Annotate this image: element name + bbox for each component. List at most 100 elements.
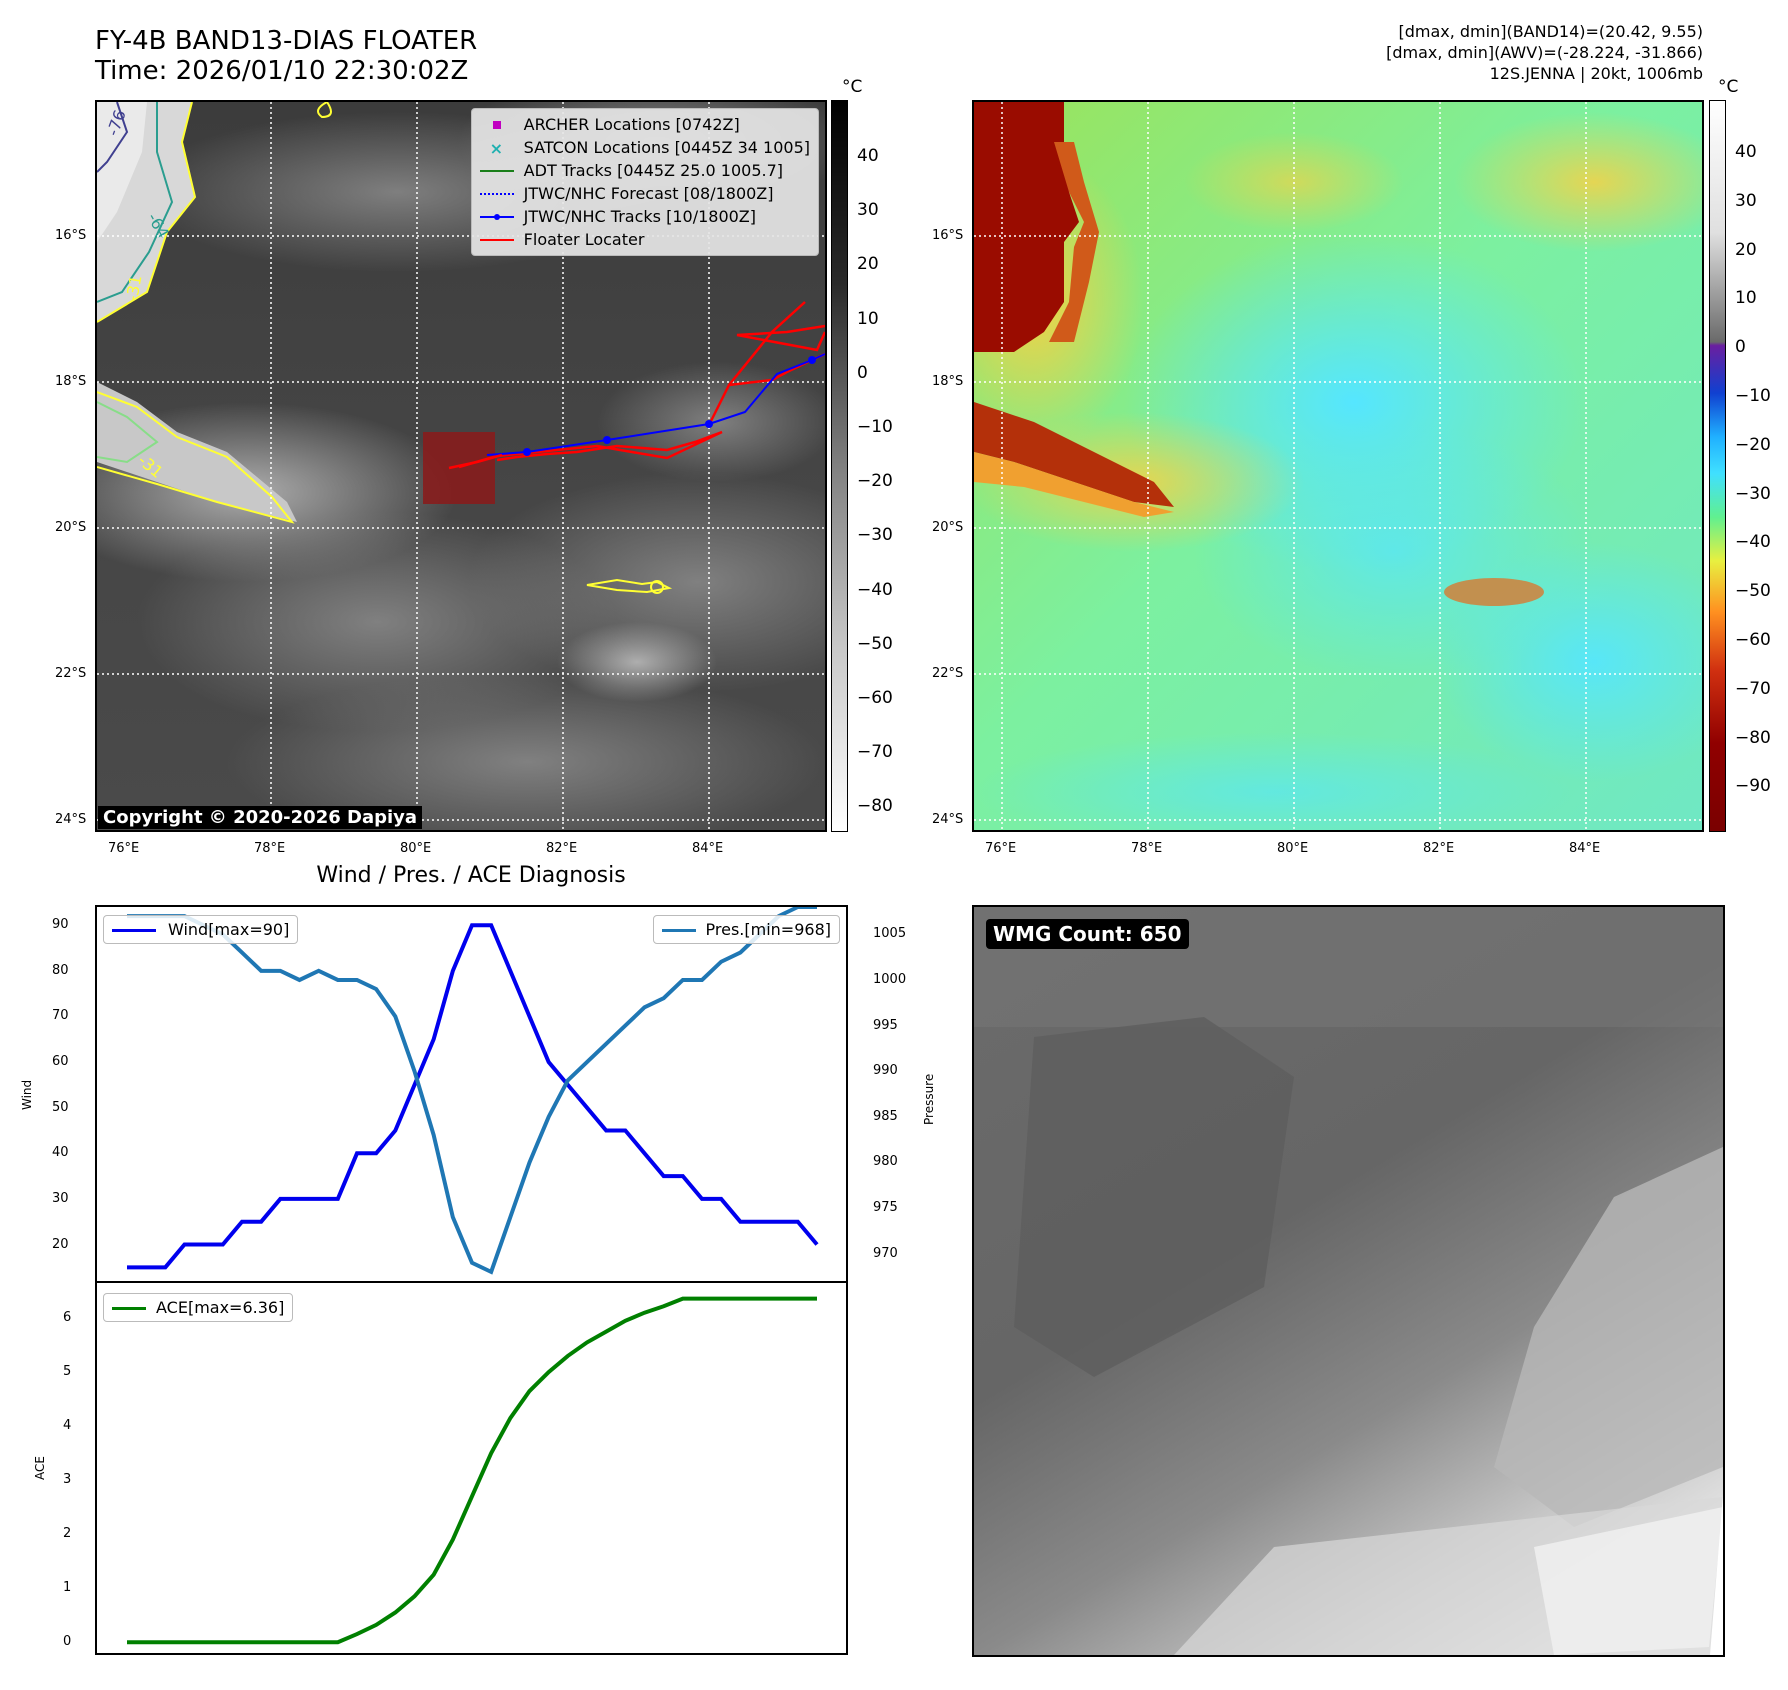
lat-tick: 18°S: [55, 374, 87, 389]
line-icon: [479, 238, 514, 241]
legend-satcon: × SATCON Locations [0445Z 34 1005]: [489, 138, 810, 158]
pressure-y-tick: 975: [873, 1200, 898, 1216]
colorbar-tick: −70: [857, 742, 893, 763]
dotted-line-icon: [479, 192, 514, 195]
ace-series-line: [127, 1296, 817, 1645]
ace-y-tick: 2: [63, 1526, 72, 1542]
colorbar-tick: 30: [857, 200, 879, 221]
ace-y-tick: 4: [63, 1418, 72, 1434]
floater-box: [423, 432, 495, 504]
lon-tick: 84°E: [1569, 841, 1601, 856]
lon-tick: 76°E: [985, 841, 1017, 856]
line-dot-icon: [493, 213, 500, 220]
wind-pres-panel: Wind[max=90] Pres.[min=968]: [95, 905, 848, 1283]
colorbar-tick: 10: [1735, 288, 1757, 309]
colorbar-tick: −90: [1735, 776, 1771, 797]
x-marker-icon: ×: [489, 138, 504, 158]
legend-floater: Floater Locater: [479, 228, 810, 251]
colorbar-tick: −30: [857, 525, 893, 546]
ace-panel: ACE[max=6.36]: [95, 1281, 848, 1655]
colorbar-tick: −10: [1735, 386, 1771, 406]
lon-tick: 78°E: [254, 841, 286, 856]
pressure-legend: Pres.[min=968]: [652, 915, 840, 944]
pressure-y-tick: 985: [873, 1108, 898, 1124]
legend-archer: ARCHER Locations [0742Z]: [480, 113, 810, 136]
wmg-image: [974, 907, 1723, 1655]
lon-tick: 84°E: [692, 841, 724, 856]
square-marker-icon: [492, 120, 501, 129]
pressure-y-tick: 1000: [873, 971, 907, 987]
contour-label: -31: [122, 274, 145, 303]
line-icon: [112, 928, 156, 932]
colorbar-tick: −60: [1735, 630, 1771, 650]
ace-y-tick: 1: [63, 1580, 72, 1596]
chart-title: FY-4B BAND13-DIAS FLOATER: [95, 26, 478, 56]
gray-colorbar: [831, 100, 848, 832]
ace-y-tick: 5: [63, 1364, 72, 1380]
lat-tick: 18°S: [932, 374, 964, 389]
wind-y-tick: 30: [52, 1190, 69, 1206]
wind-y-tick: 40: [52, 1145, 69, 1161]
colorbar-tick: −60: [857, 688, 893, 708]
pressure-y-tick: 980: [873, 1154, 898, 1170]
ace-axis-label: ACE: [33, 1456, 47, 1480]
wind-series-line: [127, 923, 819, 1270]
info-awv: [dmax, dmin](AWV)=(-28.224, -31.866): [1386, 43, 1703, 62]
colorbar-unit: °C: [842, 77, 863, 97]
y2-axis-label: Pressure: [922, 1073, 936, 1125]
wind-y-tick: 50: [52, 1099, 69, 1115]
lat-tick: 20°S: [55, 520, 87, 535]
colorbar-tick: −50: [1735, 581, 1771, 602]
ace-legend: ACE[max=6.36]: [103, 1293, 294, 1322]
wind-y-tick: 20: [52, 1236, 69, 1252]
wind-y-tick: 70: [52, 1008, 69, 1024]
pressure-y-tick: 995: [873, 1017, 898, 1033]
colorbar-tick: 40: [857, 146, 879, 166]
colorbar-tick: 20: [1735, 239, 1757, 260]
lon-tick: 82°E: [1423, 841, 1455, 856]
colorbar-tick: 40: [1735, 142, 1757, 162]
chart-time: Time: 2026/01/10 22:30:02Z: [95, 56, 469, 86]
lat-tick: 16°S: [932, 228, 964, 243]
ace-y-tick: 6: [63, 1310, 72, 1326]
colorbar-tick: 20: [857, 254, 879, 275]
lat-tick: 24°S: [932, 812, 964, 827]
ace-plot: [127, 1296, 817, 1645]
legend-forecast: JTWC/NHC Forecast [08/1800Z]: [479, 182, 810, 205]
colorbar-tick: 0: [857, 362, 868, 383]
colorbar-tick: 10: [857, 308, 879, 329]
lon-tick: 80°E: [400, 841, 432, 856]
line-icon: [479, 169, 514, 172]
lat-tick: 20°S: [932, 520, 964, 535]
y-axis-label: Wind: [20, 1079, 34, 1110]
colorbar-tick: −80: [857, 796, 893, 817]
floater-track: [458, 430, 723, 469]
line-icon: [661, 928, 696, 932]
pressure-y-tick: 990: [873, 1063, 898, 1079]
ace-y-tick: 3: [63, 1472, 72, 1488]
line-icon: [112, 1306, 146, 1310]
colorbar-tick: −50: [857, 633, 893, 654]
wind-y-tick: 90: [52, 917, 69, 933]
map-legend: ARCHER Locations [0742Z] × SATCON Locati…: [470, 108, 819, 256]
wind-legend: Wind[max=90]: [103, 915, 299, 944]
info-storm: 12S.JENNA | 20kt, 1006mb: [1489, 64, 1703, 83]
wmg-count-badge: WMG Count: 650: [986, 919, 1189, 949]
legend-jtwc: JTWC/NHC Tracks [10/1800Z]: [479, 205, 810, 228]
colorbar-tick: −80: [1735, 727, 1771, 748]
colorbar-tick: 30: [1735, 190, 1757, 211]
jtwc-track: [486, 353, 825, 456]
lat-tick: 16°S: [55, 228, 87, 243]
diagnosis-title: Wind / Pres. / ACE Diagnosis: [316, 863, 626, 888]
lat-tick: 24°S: [55, 812, 87, 827]
color-map-panel: [972, 100, 1704, 832]
lon-tick: 78°E: [1131, 841, 1163, 856]
pressure-y-tick: 1005: [873, 926, 907, 942]
wind-y-tick: 60: [52, 1054, 69, 1070]
colorbar-tick: −40: [857, 579, 893, 600]
lon-tick: 76°E: [108, 841, 140, 856]
map-grid: [974, 102, 1702, 830]
ace-y-tick: 0: [63, 1634, 72, 1650]
info-band14: [dmax, dmin](BAND14)=(20.42, 9.55): [1398, 22, 1703, 41]
pressure-series-line: [127, 907, 817, 1275]
